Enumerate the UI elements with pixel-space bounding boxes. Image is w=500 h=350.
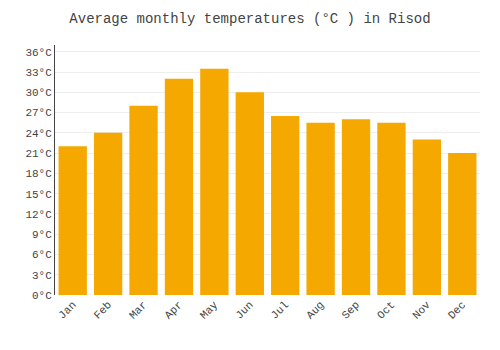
svg-text:Sep: Sep	[340, 299, 362, 321]
svg-text:Aug: Aug	[304, 299, 326, 321]
svg-text:Dec: Dec	[446, 299, 468, 321]
svg-text:Jun: Jun	[233, 299, 255, 321]
svg-text:Mar: Mar	[127, 299, 149, 321]
svg-text:Oct: Oct	[375, 299, 397, 321]
svg-text:15°C: 15°C	[25, 189, 52, 201]
svg-text:27°C: 27°C	[25, 107, 52, 119]
svg-text:Nov: Nov	[410, 299, 433, 322]
svg-text:3°C: 3°C	[32, 270, 52, 282]
svg-text:Average monthly temperatures (: Average monthly temperatures (°C ) in Ri…	[69, 11, 430, 27]
svg-text:9°C: 9°C	[32, 229, 52, 241]
svg-text:18°C: 18°C	[25, 168, 52, 180]
svg-text:0°C: 0°C	[32, 290, 52, 302]
svg-text:33°C: 33°C	[25, 67, 52, 79]
svg-text:36°C: 36°C	[25, 47, 52, 59]
svg-text:Jul: Jul	[269, 299, 291, 321]
svg-text:May: May	[198, 299, 221, 322]
svg-text:30°C: 30°C	[25, 87, 52, 99]
svg-text:6°C: 6°C	[32, 249, 52, 261]
svg-text:Feb: Feb	[92, 299, 114, 321]
svg-text:Jan: Jan	[56, 299, 78, 321]
svg-text:21°C: 21°C	[25, 148, 52, 160]
svg-text:Apr: Apr	[162, 299, 184, 321]
svg-text:24°C: 24°C	[25, 128, 52, 140]
svg-text:12°C: 12°C	[25, 209, 52, 221]
